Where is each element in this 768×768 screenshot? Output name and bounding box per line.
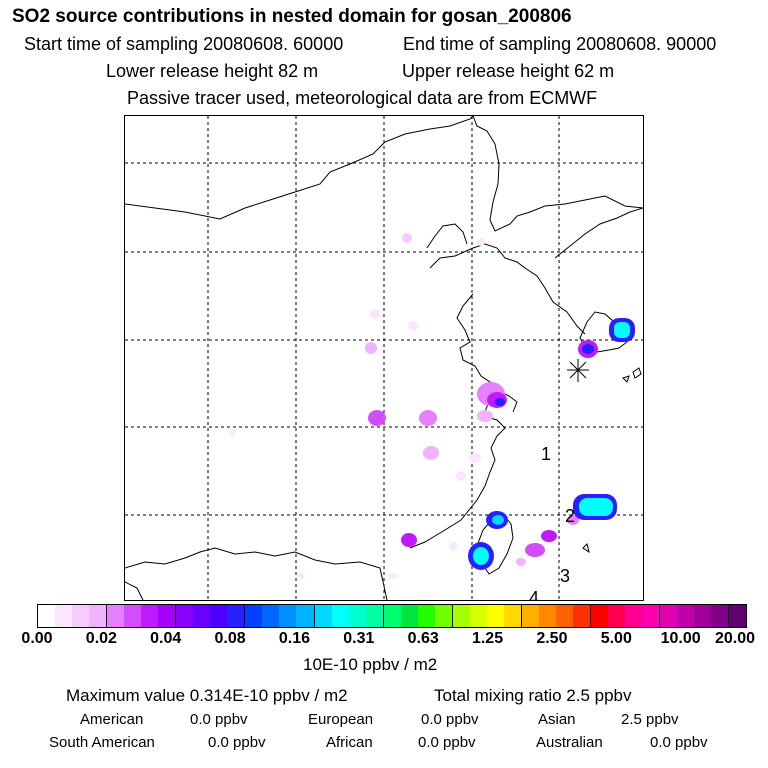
color-scale-cell — [158, 605, 176, 627]
color-scale-tick-label: 0.63 — [407, 630, 439, 647]
color-scale-cell — [538, 605, 556, 627]
color-scale-cell — [659, 605, 678, 627]
color-scale-tick-label: 0.00 — [21, 630, 53, 647]
european-label: European — [308, 711, 374, 728]
graticule — [125, 116, 643, 600]
color-scale-cell — [227, 605, 245, 627]
color-scale-cell — [382, 605, 401, 627]
color-scale-cell — [520, 605, 539, 627]
color-scale-cell — [331, 605, 349, 627]
region-label-4: 4 — [529, 588, 540, 601]
color-scale-cell — [711, 605, 729, 627]
color-scale-cell — [400, 605, 418, 627]
region-label-1: 1 — [541, 444, 552, 464]
color-scale-cell — [677, 605, 695, 627]
color-scale-cell — [625, 605, 643, 627]
south-american-label: South American — [49, 734, 155, 751]
american-label: American — [80, 711, 144, 728]
color-scale-cell — [608, 605, 626, 627]
tracer-note: Passive tracer used, meteorological data… — [127, 88, 598, 108]
concentration-plumes — [230, 233, 635, 579]
color-scale-cell — [193, 605, 211, 627]
color-scale-tick-label: 20.00 — [714, 630, 756, 647]
color-scale-cell — [451, 605, 470, 627]
african-value: 0.0 ppbv — [418, 734, 476, 751]
map-panel: 1 2 3 4 — [124, 115, 644, 601]
color-scale-cell — [141, 605, 159, 627]
color-scale-cell — [486, 605, 504, 627]
upper-release-height: Upper release height 62 m — [402, 61, 615, 81]
color-scale-tick-label: 0.16 — [278, 630, 311, 647]
color-scale-cell — [572, 605, 590, 627]
color-scale-cell — [555, 605, 573, 627]
color-scale-tick-label: 2.50 — [536, 630, 568, 647]
map-canvas — [125, 116, 643, 600]
color-scale-tick-label: 5.00 — [600, 630, 632, 647]
color-scale-cell — [106, 605, 125, 627]
color-scale-cell — [262, 605, 280, 627]
color-scale-cell — [642, 605, 660, 627]
region-label-3: 3 — [560, 566, 571, 586]
american-value: 0.0 ppbv — [190, 711, 248, 728]
color-scale-bar — [37, 604, 747, 628]
color-scale-tick-label: 1.25 — [471, 630, 504, 647]
color-scale-cell — [417, 605, 435, 627]
european-value: 0.0 ppbv — [421, 711, 479, 728]
color-scale-tick-label: 0.02 — [85, 630, 117, 647]
color-scale-cell — [244, 605, 263, 627]
color-scale-cell — [296, 605, 314, 627]
color-scale-cell — [124, 605, 142, 627]
start-time-label: Start time of sampling 20080608. 60000 — [24, 34, 344, 54]
color-scale-cell — [503, 605, 521, 627]
asian-value: 2.5 ppbv — [621, 711, 679, 728]
color-scale-cell — [694, 605, 712, 627]
south-american-value: 0.0 ppbv — [208, 734, 266, 751]
color-scale-cell — [590, 605, 609, 627]
color-scale-cell — [348, 605, 366, 627]
color-scale-cell — [365, 605, 383, 627]
color-scale-cell — [279, 605, 297, 627]
region-label-2: 2 — [565, 506, 576, 526]
color-scale-cell — [89, 605, 107, 627]
color-scale-cell — [434, 605, 452, 627]
australian-label: Australian — [536, 734, 603, 751]
color-scale-tick-label: 0.31 — [343, 630, 375, 647]
asian-label: Asian — [538, 711, 576, 728]
australian-value: 0.0 ppbv — [650, 734, 708, 751]
end-time-label: End time of sampling 20080608. 90000 — [403, 34, 717, 54]
color-scale-cell — [469, 605, 487, 627]
color-scale-tick-label: 0.08 — [214, 630, 246, 647]
color-scale-cell — [38, 605, 56, 627]
color-scale-cell — [175, 605, 194, 627]
color-scale-cell — [728, 605, 747, 627]
maximum-value: Maximum value 0.314E-10 ppbv / m2 — [66, 686, 348, 705]
color-scale-cell — [72, 605, 90, 627]
african-label: African — [326, 734, 373, 751]
color-scale-unit: 10E-10 ppbv / m2 — [303, 655, 438, 674]
figure-title: SO2 source contributions in nested domai… — [12, 6, 572, 27]
receptor-star-icon — [567, 359, 589, 382]
color-scale-cell — [55, 605, 73, 627]
color-scale-tick-label: 0.04 — [150, 630, 182, 647]
color-scale-tick-label: 10.00 — [660, 630, 701, 647]
color-scale-cell — [210, 605, 228, 627]
total-mixing-ratio: Total mixing ratio 2.5 ppbv — [434, 686, 632, 705]
color-scale-cell — [313, 605, 332, 627]
lower-release-height: Lower release height 82 m — [106, 61, 319, 81]
